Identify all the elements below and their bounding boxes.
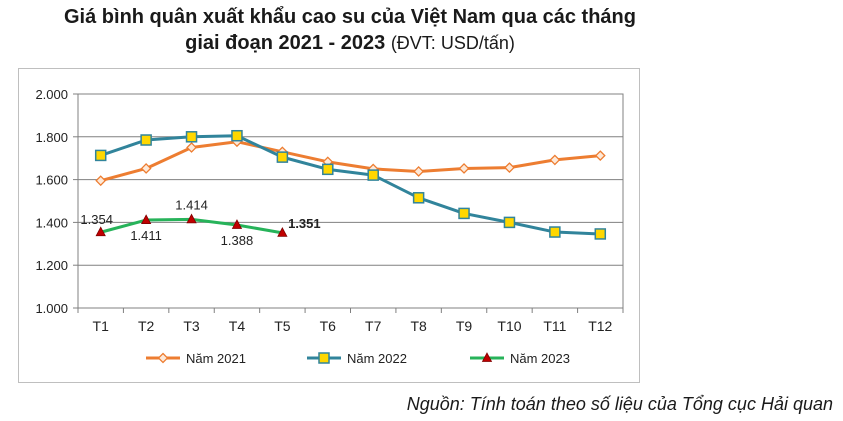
data-point-2021 — [140, 163, 152, 174]
data-point-2023 — [231, 219, 243, 229]
x-tick-label: T2 — [138, 318, 155, 334]
x-tick-label: T10 — [497, 318, 521, 334]
series-line-2021 — [100, 140, 601, 183]
legend-marker-2022 — [318, 352, 330, 364]
y-tick-label: 1.000 — [35, 301, 68, 316]
data-point-2022 — [367, 169, 379, 181]
legend-label-2021: Năm 2021 — [186, 351, 246, 366]
x-tick-label: T12 — [588, 318, 612, 334]
data-point-2022 — [594, 228, 607, 240]
data-point-2021 — [413, 166, 425, 177]
data-point-2023 — [277, 227, 288, 237]
data-label-2023: 1.414 — [175, 197, 208, 212]
data-label-2023: 1.388 — [221, 233, 254, 248]
x-tick-label: T1 — [93, 318, 110, 334]
x-tick-label: T3 — [183, 318, 200, 334]
data-label-2023: 1.411 — [130, 228, 162, 243]
x-tick-label: T8 — [410, 318, 427, 334]
series-line-2022 — [100, 134, 601, 236]
y-tick-label: 1.200 — [35, 258, 68, 273]
chart-title: Giá bình quân xuất khẩu cao su của Việt … — [64, 6, 636, 28]
data-point-2021 — [95, 175, 107, 187]
data-point-2022 — [549, 226, 561, 238]
data-point-2021 — [458, 163, 470, 174]
data-label-2023: 1.354 — [80, 212, 113, 227]
data-point-2022 — [94, 149, 107, 162]
chart-unit: (ĐVT: USD/tấn) — [390, 33, 515, 53]
y-tick-label: 2.000 — [35, 87, 68, 102]
chart-subtitle: giai đoạn 2021 - 2023 (ĐVT: USD/tấn) — [0, 32, 700, 55]
legend-marker-2023 — [481, 352, 493, 362]
x-tick-label: T6 — [320, 318, 337, 334]
x-tick-label: T9 — [456, 318, 473, 334]
data-point-2021 — [594, 150, 606, 162]
data-label-2023: 1.351 — [288, 216, 321, 231]
data-point-2022 — [458, 207, 470, 220]
data-point-2022 — [276, 151, 289, 163]
data-point-2022 — [322, 163, 334, 176]
chart-period: giai đoạn 2021 - 2023 — [185, 32, 386, 54]
data-point-2022 — [412, 192, 425, 204]
data-point-2022 — [185, 131, 198, 143]
y-tick-label: 1.800 — [35, 130, 68, 145]
legend-marker-2021 — [157, 352, 169, 364]
data-point-2023 — [140, 214, 152, 224]
x-tick-label: T4 — [229, 318, 246, 334]
y-tick-label: 1.600 — [35, 173, 68, 188]
data-point-2023 — [186, 213, 197, 224]
legend-label-2023: Năm 2023 — [510, 351, 570, 366]
plot-area — [77, 93, 624, 309]
data-point-2021 — [549, 154, 561, 166]
x-tick-label: T7 — [365, 318, 382, 334]
line-chart: 1.000 1.200 1.400 1.600 1.800 2.000 T1 T2 T3 T4 T5… — [35, 87, 624, 366]
data-point-2022 — [231, 129, 243, 142]
y-tick-label: 1.400 — [35, 215, 68, 230]
x-tick-label: T5 — [274, 318, 291, 334]
source-note: Nguồn: Tính toán theo số liệu của Tổng c… — [406, 394, 833, 414]
legend-label-2022: Năm 2022 — [347, 351, 407, 366]
x-tick-label: T11 — [543, 318, 566, 334]
data-point-2022 — [140, 134, 152, 146]
data-point-2022 — [503, 216, 516, 229]
data-point-2021 — [186, 142, 197, 153]
data-point-2021 — [504, 162, 515, 174]
data-point-2023 — [95, 226, 106, 237]
